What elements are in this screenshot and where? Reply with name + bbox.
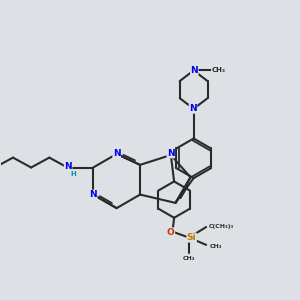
- Text: CH₃: CH₃: [212, 68, 225, 74]
- Text: N: N: [189, 104, 197, 113]
- Text: N: N: [64, 162, 72, 171]
- Text: N: N: [89, 190, 97, 199]
- Text: N: N: [167, 149, 175, 158]
- Text: N: N: [113, 149, 121, 158]
- Text: H: H: [70, 171, 76, 177]
- Text: CH₃: CH₃: [209, 244, 222, 249]
- Text: N: N: [190, 66, 198, 75]
- Text: CH₃: CH₃: [183, 256, 195, 261]
- Text: Si: Si: [187, 233, 196, 242]
- Text: O: O: [167, 228, 175, 237]
- Text: C(CH₃)₃: C(CH₃)₃: [209, 224, 234, 229]
